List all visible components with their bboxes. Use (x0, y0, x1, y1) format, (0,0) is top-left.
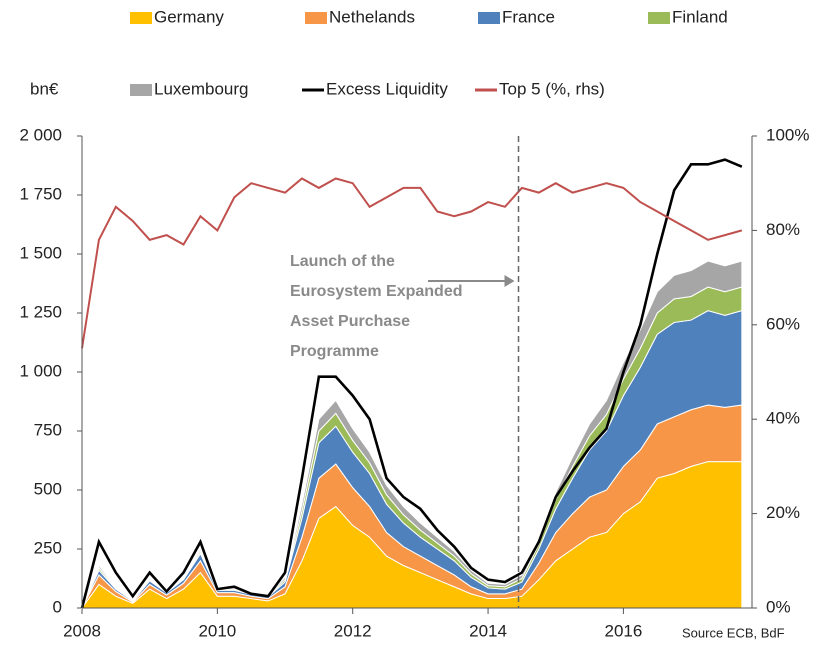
legend-label: France (502, 7, 555, 26)
legend-swatch (130, 12, 152, 24)
annotation: Eurosystem Expanded (290, 283, 463, 300)
legend-label: Top 5 (%, rhs) (499, 79, 605, 98)
y-axis-label: bn€ (30, 79, 59, 98)
y-tick-label: 0 (53, 597, 62, 616)
legend-swatch (478, 12, 500, 24)
y2-tick-label: 80% (766, 220, 800, 239)
legend-label: Nethelands (329, 7, 415, 26)
legend-label: Germany (154, 7, 224, 26)
y-tick-label: 1 750 (19, 184, 62, 203)
x-tick-label: 2008 (63, 621, 101, 640)
line (80, 158, 743, 609)
y2-tick-label: 40% (766, 409, 800, 428)
x-tick-label: 2010 (198, 621, 236, 640)
y-tick-label: 1 500 (19, 243, 62, 262)
y-tick-label: 250 (34, 538, 62, 557)
legend-label: Luxembourg (154, 79, 249, 98)
area (81, 260, 743, 609)
legend-label: Excess Liquidity (326, 79, 448, 98)
y-tick-label: 1 000 (19, 361, 62, 380)
legend-swatch (130, 84, 152, 96)
y2-tick-label: 0% (766, 597, 791, 616)
source: Source ECB, BdF (682, 625, 785, 640)
annotation: Launch of the (290, 253, 395, 270)
line (81, 177, 743, 349)
y2-tick-label: 60% (766, 314, 800, 333)
y2-tick-label: 20% (766, 503, 800, 522)
x-tick-label: 2014 (469, 621, 507, 640)
y2-tick-label: 100% (766, 125, 809, 144)
x-tick-label: 2016 (605, 621, 643, 640)
legend-swatch (305, 12, 327, 24)
legend-label: Finland (672, 7, 728, 26)
y-tick-label: 1 250 (19, 302, 62, 321)
y-tick-label: 750 (34, 420, 62, 439)
annotation: Programme (290, 343, 379, 360)
y-tick-label: 2 000 (19, 125, 62, 144)
legend-swatch (648, 12, 670, 24)
annotation: Asset Purchase (290, 313, 410, 330)
y-tick-label: 500 (34, 479, 62, 498)
annotation-arrowhead (504, 275, 515, 287)
x-tick-label: 2012 (334, 621, 372, 640)
